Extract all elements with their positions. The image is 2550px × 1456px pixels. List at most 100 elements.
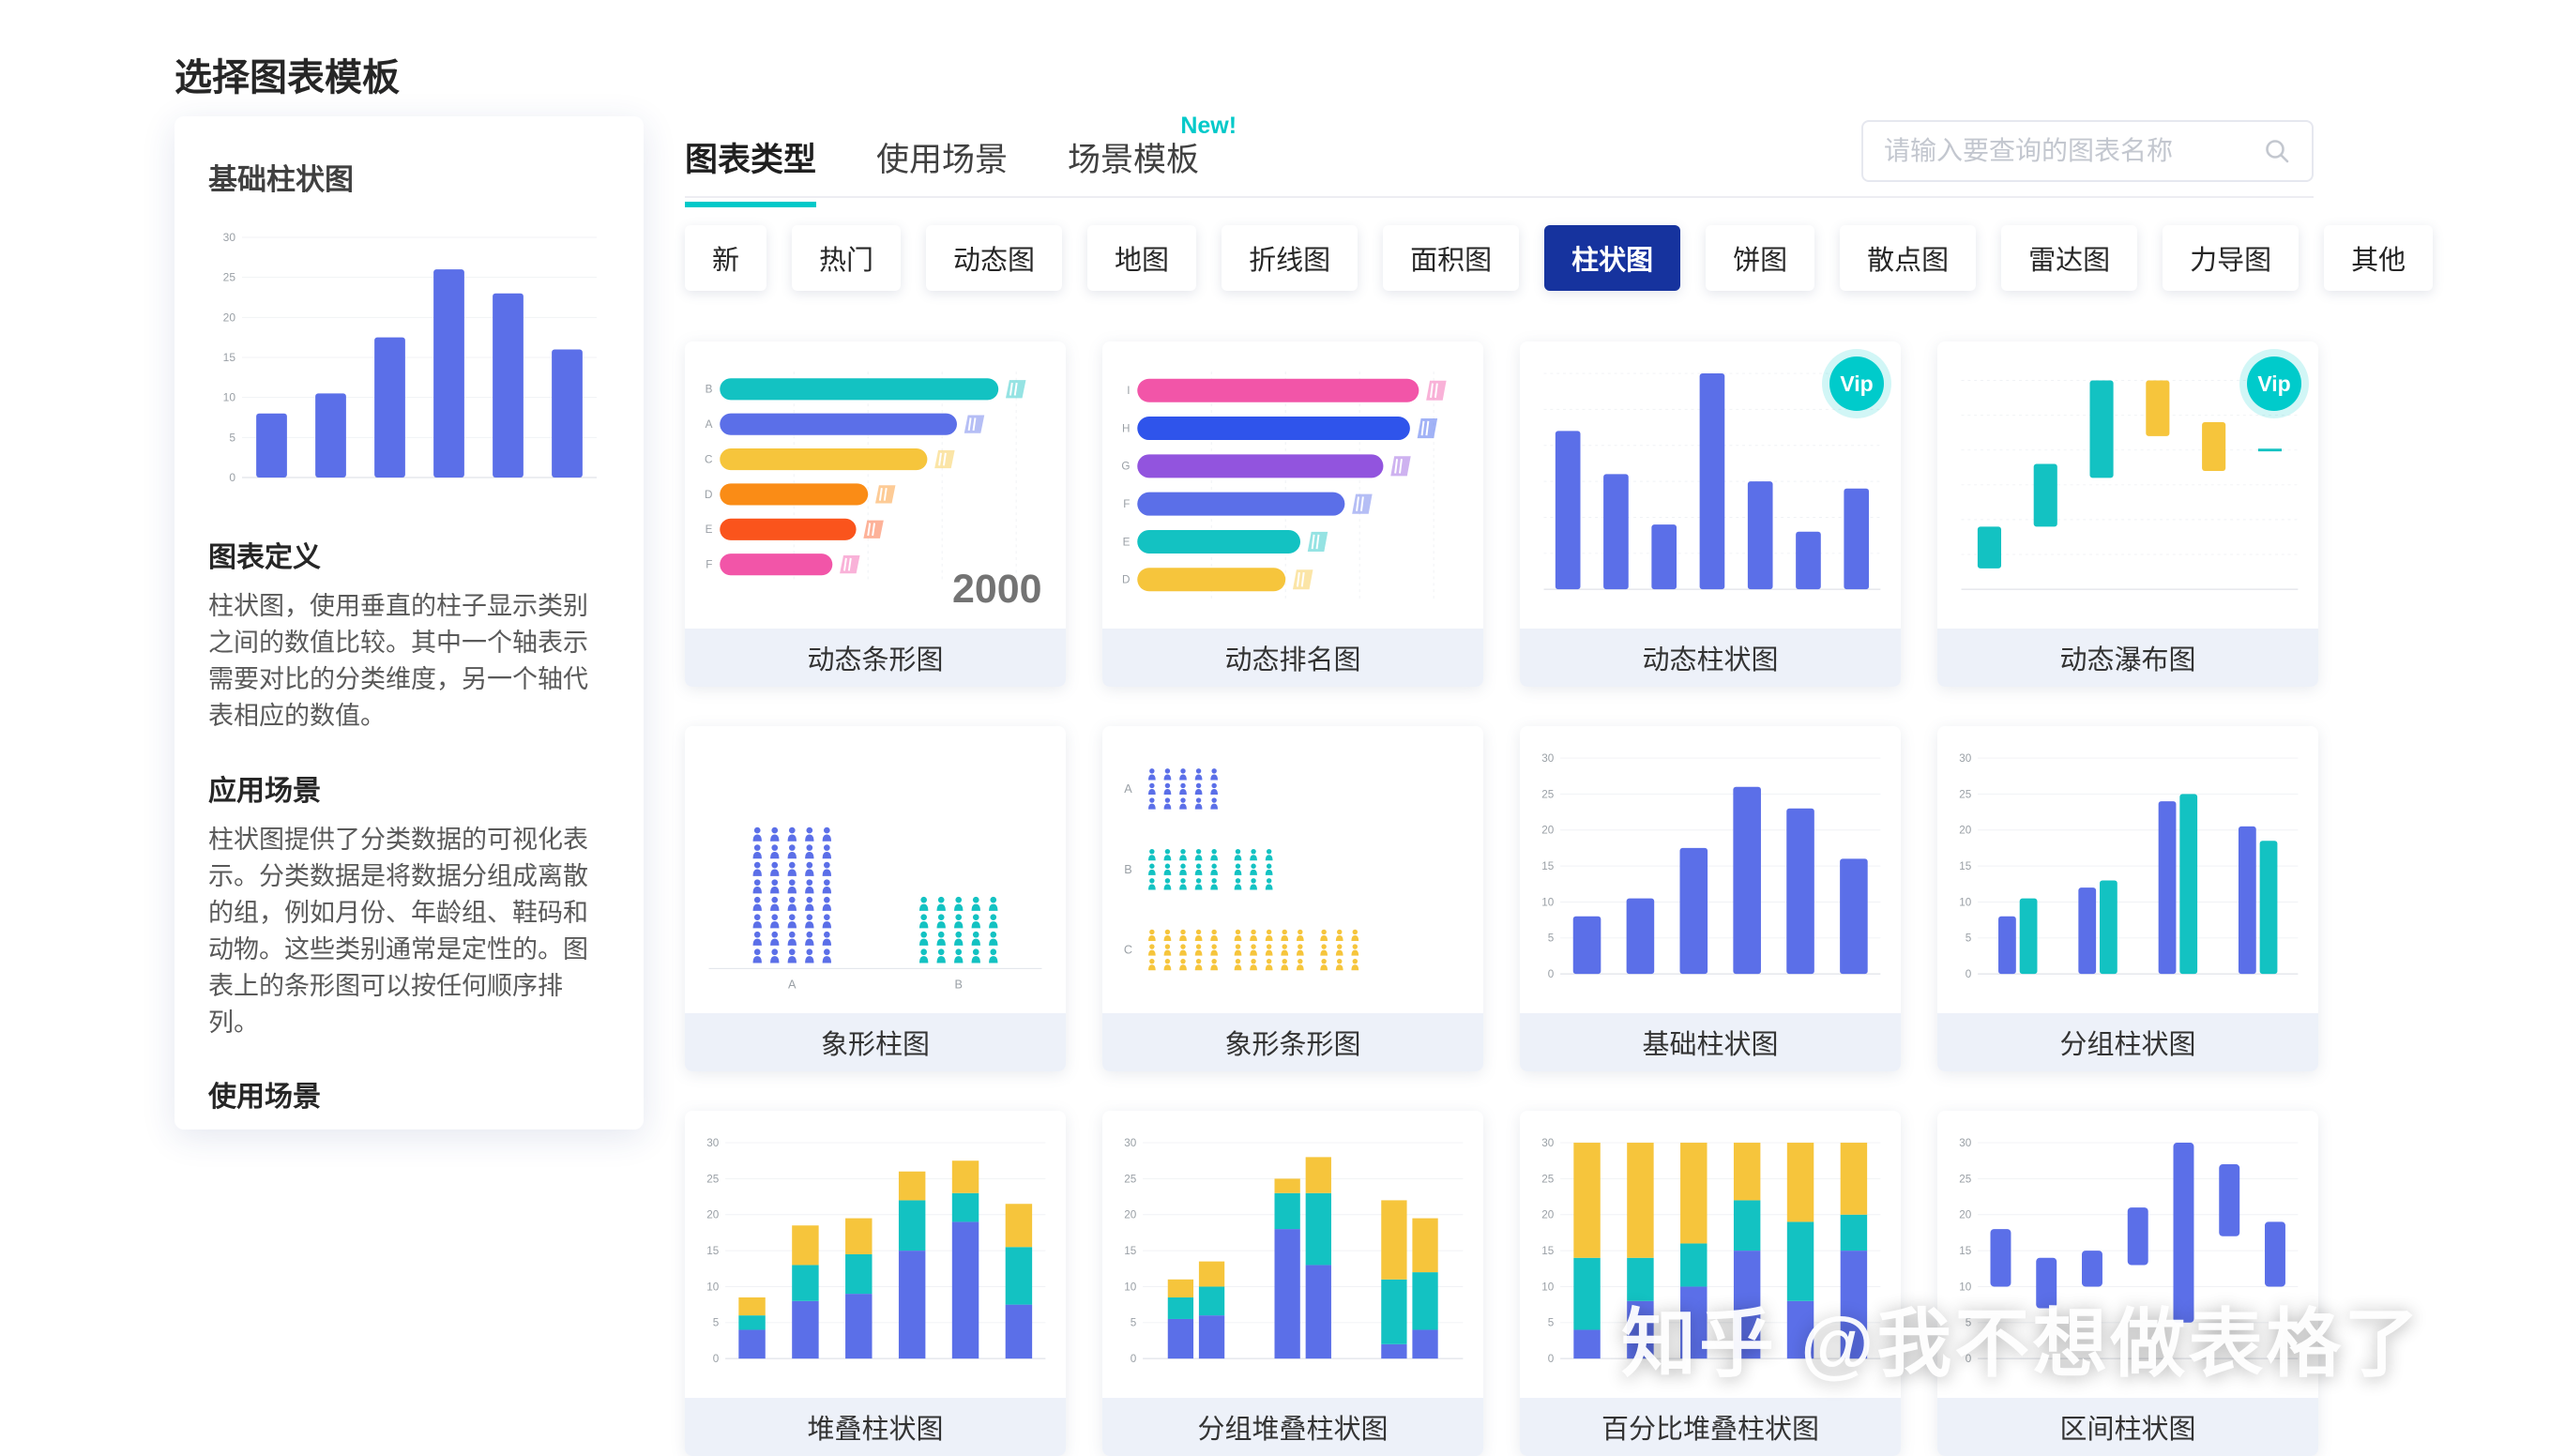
detail-panel-title: 基础柱状图 [208,163,354,196]
card-dynamic-ranking[interactable]: I H G F E D 动态排名图 [1102,341,1483,687]
card-title: 分组柱状图 [1937,1013,2318,1071]
search-input[interactable] [1884,136,2252,166]
card-pictogram-bar[interactable]: A B C 象形条形图 [1102,726,1483,1071]
svg-text:10: 10 [223,391,236,404]
vip-badge: Vip [2247,356,2301,411]
card-title: 动态条形图 [685,629,1066,687]
card-dynamic-bar[interactable]: B A C D E F 2000 动态条形图 [685,341,1066,687]
svg-text:B: B [954,978,962,992]
svg-text:2000: 2000 [952,567,1041,612]
tabbar-divider [685,196,2314,198]
section-body-application: 柱状图提供了分类数据的可视化表示。分类数据是将数据分组成离散的组，例如月份、年龄… [208,825,588,1038]
svg-text:5: 5 [1548,1317,1555,1329]
svg-text:10: 10 [706,1281,720,1293]
svg-text:5: 5 [1966,933,1972,945]
svg-text:25: 25 [1959,1173,1972,1185]
filter-chip-column[interactable]: 柱状图 [1544,225,1681,291]
svg-text:10: 10 [1541,896,1555,908]
svg-text:30: 30 [1959,1137,1972,1149]
dynamic-column-chart [1543,372,1881,590]
svg-text:20: 20 [1959,825,1972,837]
svg-text:D: D [705,489,712,501]
search-box[interactable] [1861,120,2314,182]
svg-text:5: 5 [713,1317,720,1329]
card-title: 分组堆叠柱状图 [1102,1398,1483,1456]
svg-text:30: 30 [1541,752,1555,765]
tab-scene-template-label: 场景模板 [1068,142,1200,178]
filter-chip-map[interactable]: 地图 [1087,225,1197,291]
svg-text:25: 25 [706,1173,720,1185]
search-icon [2266,140,2289,163]
svg-text:15: 15 [706,1245,720,1257]
filter-chip-dynamic[interactable]: 动态图 [926,225,1063,291]
filter-chip-pie[interactable]: 饼图 [1706,225,1815,291]
svg-text:E: E [1123,536,1131,548]
card-stacked-column[interactable]: 0 5 10 15 20 25 30 堆叠柱状图 [685,1111,1066,1456]
tab-usage-scene-label: 使用场景 [876,142,1009,178]
card-title: 区间柱状图 [1937,1398,2318,1456]
svg-text:25: 25 [1541,1173,1555,1185]
tab-chart-type[interactable]: 图表类型 [685,133,817,207]
filter-chip-scatter[interactable]: 散点图 [1840,225,1977,291]
card-percent-stacked-column[interactable]: 0 5 10 15 20 25 30 百分比堆叠柱状图 [1520,1111,1901,1456]
card-dynamic-column[interactable]: Vip 动态柱状图 [1520,341,1901,687]
svg-text:E: E [706,523,713,536]
svg-text:F: F [706,559,712,571]
tab-chart-type-label: 图表类型 [685,142,817,178]
card-grouped-column[interactable]: 0 5 10 15 20 25 30 分组柱状图 [1937,726,2318,1071]
section-body-usage: 比较、随时间变化 [208,1128,610,1130]
pictogram-bar-chart: A B C [1124,768,1359,971]
svg-text:B: B [1124,863,1131,876]
card-dynamic-waterfall[interactable]: Vip 动态瀑布图 [1937,341,2318,687]
filter-chip-other[interactable]: 其他 [2324,225,2434,291]
svg-text:C: C [705,453,712,465]
dynamic-bar-chart: B A C D E F 2000 [705,372,1041,612]
svg-text:5: 5 [229,431,235,444]
card-title: 堆叠柱状图 [685,1398,1066,1456]
svg-text:0: 0 [1966,968,1972,980]
dynamic-ranking-chart: I H G F E D [1121,372,1447,599]
vip-badge: Vip [1829,356,1884,411]
svg-text:15: 15 [1541,1245,1555,1257]
filter-chip-area[interactable]: 面积图 [1383,225,1520,291]
svg-text:20: 20 [223,311,236,324]
card-title: 象形柱图 [685,1013,1066,1071]
card-range-column[interactable]: 0 5 10 15 20 25 30 区间柱状图 [1937,1111,2318,1456]
card-basic-column[interactable]: 0 5 10 15 20 25 30 基础柱状图 [1520,726,1901,1071]
detail-preview-chart: 0 5 10 15 20 25 30 [223,231,597,484]
card-title: 象形条形图 [1102,1013,1483,1071]
svg-text:A: A [1124,782,1132,796]
new-badge: New! [1180,113,1237,139]
svg-text:0: 0 [713,1353,720,1365]
tab-usage-scene[interactable]: 使用场景 [876,133,1008,202]
card-grouped-stacked-column[interactable]: 0 5 10 15 20 25 30 分组堆叠柱状图 [1102,1111,1483,1456]
svg-text:B: B [706,384,713,396]
detail-panel: 基础柱状图 0 5 10 15 20 25 30 图表定义 柱状图，使用垂直的柱子显示类别之… [175,116,644,1130]
svg-text:0: 0 [1966,1353,1972,1365]
range-column-chart: 0 5 10 15 20 25 30 [1959,1137,2299,1365]
section-heading-application: 应用场景 [208,775,321,807]
svg-text:20: 20 [1541,825,1555,837]
svg-text:5: 5 [1966,1317,1972,1329]
filter-chip-hot[interactable]: 热门 [792,225,902,291]
grouped-stacked-column-chart: 0 5 10 15 20 25 30 [1124,1137,1464,1365]
filter-chip-radar[interactable]: 雷达图 [2001,225,2138,291]
section-body-definition: 柱状图，使用垂直的柱子显示类别之间的数值比较。其中一个轴表示需要对比的分类维度，… [208,592,588,731]
svg-text:0: 0 [1131,1353,1137,1365]
svg-text:5: 5 [1548,933,1555,945]
svg-text:30: 30 [1541,1137,1555,1149]
svg-text:F: F [1123,498,1130,510]
section-heading-definition: 图表定义 [208,542,321,573]
svg-text:15: 15 [1124,1245,1137,1257]
filter-chip-force[interactable]: 力导图 [2163,225,2300,291]
tab-scene-template[interactable]: 场景模板 New! [1068,113,1237,202]
svg-text:25: 25 [223,271,236,284]
svg-text:15: 15 [223,351,236,364]
filter-chip-new[interactable]: 新 [685,225,767,291]
filter-chip-line[interactable]: 折线图 [1222,225,1358,291]
svg-text:C: C [1124,944,1132,957]
section-heading-usage: 使用场景 [208,1082,321,1114]
svg-text:15: 15 [1959,860,1972,872]
